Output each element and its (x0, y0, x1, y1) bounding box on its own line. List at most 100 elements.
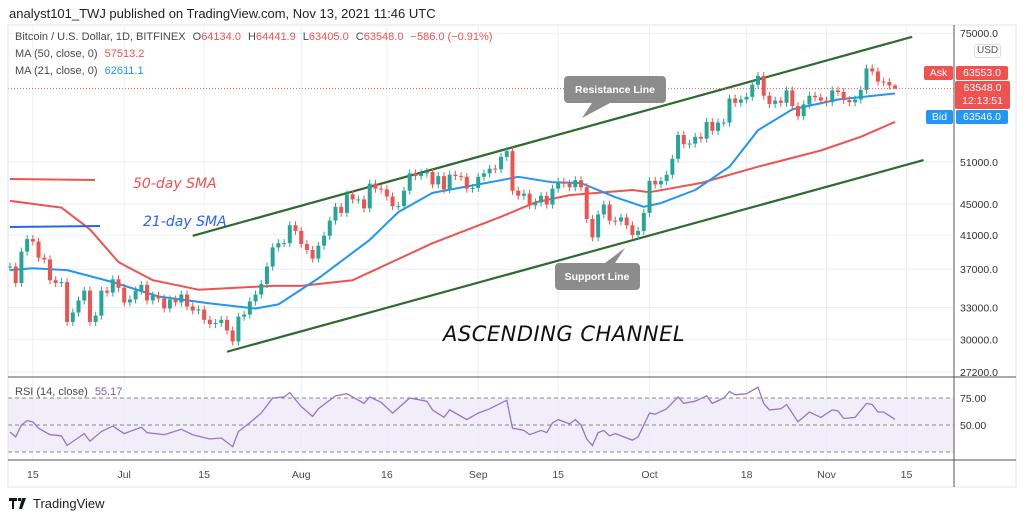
resistance-callout[interactable]: Resistance Line (564, 76, 666, 118)
open-label: O (192, 31, 202, 43)
candle-body (596, 214, 601, 238)
candle-body (579, 180, 583, 188)
candle-body (13, 266, 18, 284)
candle-body (487, 168, 492, 174)
date-tick: Jul (117, 469, 130, 481)
ma50-legend[interactable]: MA (50, close, 0) 57513.2 (15, 48, 144, 60)
candle-body (150, 295, 155, 301)
candle-body (887, 82, 892, 86)
candle-body (401, 190, 406, 207)
candle-body (544, 195, 549, 205)
support-line (226, 159, 924, 353)
candle-body (213, 322, 218, 325)
candle-body (247, 301, 252, 315)
ma21-legend[interactable]: MA (21, close, 0) 62611.1 (15, 65, 144, 77)
candle-body (624, 217, 629, 226)
candle-body (65, 282, 70, 322)
ma21-value: 62611.1 (104, 65, 144, 77)
low-value: 63405.0 (308, 31, 349, 43)
candle-body (127, 299, 132, 303)
candle-body (293, 225, 298, 231)
ma50-label: MA (50, close, 0) (15, 48, 98, 60)
candle-body (236, 316, 241, 342)
candle-body (264, 266, 269, 284)
candle-body (70, 312, 75, 322)
candle-body (202, 309, 207, 320)
last-price-tag: 63548.0 12:13:51 (955, 81, 1010, 109)
candle-body (521, 193, 526, 196)
date-tick: Sep (469, 469, 488, 481)
candle-body (618, 217, 623, 222)
candle-body (864, 68, 869, 90)
candle-body (424, 172, 429, 174)
symbol-name[interactable]: Bitcoin / U.S. Dollar, 1D, BITFINEX (15, 31, 186, 43)
date-tick: 16 (381, 469, 393, 481)
low-label: L (302, 31, 309, 43)
candle-body (636, 230, 641, 235)
candle-body (373, 183, 378, 189)
candle-body (230, 330, 235, 342)
candle-body (356, 199, 361, 201)
price-tick: 41000.0 (960, 230, 998, 242)
candle-body (304, 244, 309, 250)
price-tick: 30000.0 (960, 334, 998, 346)
candle-body (384, 189, 389, 197)
candle-body (504, 151, 509, 157)
candle-body (561, 181, 566, 184)
candle-body (367, 183, 372, 209)
candle-body (481, 173, 486, 177)
publisher-info: analyst101_TWJ published on TradingView.… (9, 6, 436, 21)
bar-countdown: 12:13:51 (962, 95, 1003, 107)
candle-body (185, 294, 190, 307)
candle-body (767, 95, 772, 104)
chart-frame (7, 24, 1017, 488)
candle-body (676, 135, 681, 159)
candle-body (550, 188, 555, 205)
candle-body (881, 81, 886, 83)
open-value: 64134.0 (201, 31, 241, 43)
change-value: −586.0 (−0.91%) (410, 31, 493, 43)
ask-price: 63553.0 (956, 66, 1008, 80)
candle-body (681, 135, 686, 145)
rsi-tick: 50.00 (960, 420, 986, 432)
candle-body (196, 309, 201, 311)
ma50-line (9, 120, 896, 291)
tradingview-logo[interactable]: TradingView (9, 496, 105, 511)
candle-body (436, 176, 441, 185)
candle-body (687, 143, 692, 145)
candle-body (539, 195, 544, 203)
rsi-legend[interactable]: RSI (14, close) 55.17 (15, 386, 122, 398)
ascending-channel[interactable] (192, 35, 924, 353)
ma50-value: 57513.2 (104, 48, 145, 60)
rsi-value: 55.17 (94, 386, 123, 398)
candle-body (516, 190, 521, 196)
candle-body (30, 239, 35, 242)
candle-body (476, 176, 481, 188)
candle-body (733, 98, 738, 103)
candle-body (647, 180, 652, 213)
candle-body (179, 294, 184, 303)
candle-body (630, 225, 635, 235)
date-tick: Oct (641, 469, 657, 481)
support-callout[interactable]: Support Line (555, 248, 640, 290)
sma50-annotation: 50-day SMA (133, 176, 217, 192)
logo-text: TradingView (33, 496, 105, 511)
candle-body (167, 299, 172, 309)
candle-body (322, 235, 327, 246)
candle-body (573, 180, 578, 188)
candle-body (853, 99, 858, 103)
price-tick: 27200.0 (960, 367, 998, 379)
rsi-band (8, 397, 954, 453)
currency-button[interactable]: USD (974, 44, 1002, 58)
date-tick: 15 (901, 469, 913, 481)
symbol-legend: Bitcoin / U.S. Dollar, 1D, BITFINEX O641… (15, 31, 492, 43)
high-label: H (248, 31, 256, 43)
candle-body (282, 243, 287, 245)
candle-body (790, 90, 795, 107)
candle-body (858, 89, 863, 100)
candle-body (778, 100, 783, 103)
candle-body (379, 188, 384, 190)
candle-body (310, 249, 315, 259)
candle-body (493, 168, 498, 170)
